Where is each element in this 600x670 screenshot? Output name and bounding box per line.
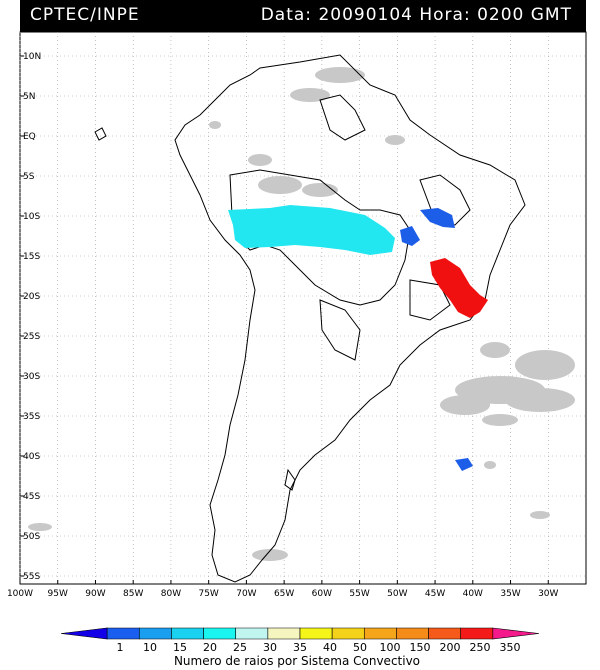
colorbar: 1 10 15 20 25 30 35 40 50 100 150 200 250 350 bbox=[60, 627, 540, 654]
lat-tick-label: 5N bbox=[23, 92, 35, 102]
lon-tick-label: 45W bbox=[425, 589, 445, 599]
colorbar-swatch bbox=[363, 627, 397, 640]
blue-storm-south bbox=[455, 458, 473, 471]
lat-tick-label: 15S bbox=[23, 252, 40, 262]
lat-tick-label: 10S bbox=[23, 212, 40, 222]
colorbar-label: 35 bbox=[293, 641, 307, 654]
cloud-cover bbox=[28, 67, 575, 561]
lat-tick-label: EQ bbox=[23, 132, 36, 142]
colorbar-label: 350 bbox=[500, 641, 521, 654]
lon-tick-label: 30W bbox=[538, 589, 558, 599]
colorbar-swatch bbox=[428, 627, 462, 640]
lat-tick-label: 25S bbox=[23, 332, 40, 342]
colorbar-label: 10 bbox=[143, 641, 157, 654]
lat-tick-label: 30S bbox=[23, 372, 40, 382]
lon-tick-label: 50W bbox=[387, 589, 407, 599]
colorbar-label: 150 bbox=[410, 641, 431, 654]
blue-storm-west bbox=[400, 226, 420, 246]
longitude-labels: 100W 95W 90W 85W 80W 75W 70W 65W 60W 55W 50W 45W 40W… bbox=[7, 589, 559, 599]
colorbar-label: 15 bbox=[173, 641, 187, 654]
blue-storm-north bbox=[420, 208, 455, 228]
colorbar-swatch bbox=[60, 627, 108, 640]
colorbar-swatch bbox=[299, 627, 333, 640]
lon-tick-label: 65W bbox=[274, 589, 294, 599]
colorbar-swatch bbox=[138, 627, 172, 640]
colorbar-label: 20 bbox=[203, 641, 217, 654]
convective-systems bbox=[228, 205, 488, 471]
colorbar-swatch bbox=[203, 627, 237, 640]
colorbar-swatch bbox=[492, 627, 540, 640]
cyan-storm-cluster bbox=[228, 205, 395, 255]
lon-tick-label: 85W bbox=[123, 589, 143, 599]
latitude-labels: 10N 5N EQ 5S 10S 15S 20S 25S 30S 35S 40S 45S 50S 55S bbox=[23, 52, 41, 582]
source-label: CPTEC/INPE bbox=[30, 5, 140, 25]
colorbar-label: 100 bbox=[380, 641, 401, 654]
title-bar: CPTEC/INPE Data: 20090104 Hora: 0200 GMT bbox=[20, 0, 586, 32]
colorbar-swatch bbox=[267, 627, 301, 640]
colorbar-swatch bbox=[171, 627, 204, 640]
lon-tick-label: 40W bbox=[463, 589, 483, 599]
colorbar-label: 25 bbox=[233, 641, 247, 654]
lat-tick-label: 55S bbox=[23, 572, 40, 582]
lon-tick-label: 75W bbox=[198, 589, 218, 599]
lat-tick-label: 20S bbox=[23, 292, 40, 302]
lon-tick-label: 60W bbox=[312, 589, 332, 599]
lon-tick-label: 100W bbox=[7, 589, 33, 599]
lon-tick-label: 80W bbox=[161, 589, 181, 599]
lat-tick-label: 45S bbox=[23, 492, 40, 502]
lon-tick-label: 35W bbox=[500, 589, 520, 599]
colorbar-label: 40 bbox=[323, 641, 337, 654]
colorbar-label: 250 bbox=[470, 641, 491, 654]
lon-tick-label: 70W bbox=[236, 589, 256, 599]
lat-tick-label: 35S bbox=[23, 412, 40, 422]
lon-tick-label: 55W bbox=[349, 589, 369, 599]
date-time-label: Data: 20090104 Hora: 0200 GMT bbox=[260, 5, 572, 25]
colorbar-label: 30 bbox=[263, 641, 277, 654]
map-frame bbox=[19, 31, 587, 585]
lat-tick-label: 10N bbox=[23, 52, 41, 62]
lat-tick-label: 5S bbox=[23, 172, 35, 182]
lat-tick-label: 40S bbox=[23, 452, 40, 462]
colorbar-label: 200 bbox=[440, 641, 461, 654]
lat-tick-label: 50S bbox=[23, 532, 40, 542]
colorbar-label: 50 bbox=[353, 641, 367, 654]
colorbar-title: Numero de raios por Sistema Convectivo bbox=[174, 654, 420, 668]
colorbar-swatch bbox=[396, 627, 429, 640]
red-storm-cluster bbox=[430, 258, 488, 318]
colorbar-swatch bbox=[106, 627, 140, 640]
colorbar-swatch bbox=[331, 627, 365, 640]
lon-tick-label: 95W bbox=[48, 589, 68, 599]
colorbar-swatch bbox=[460, 627, 494, 640]
lon-tick-label: 90W bbox=[85, 589, 105, 599]
colorbar-swatch bbox=[235, 627, 269, 640]
colorbar-label: 1 bbox=[117, 641, 124, 654]
